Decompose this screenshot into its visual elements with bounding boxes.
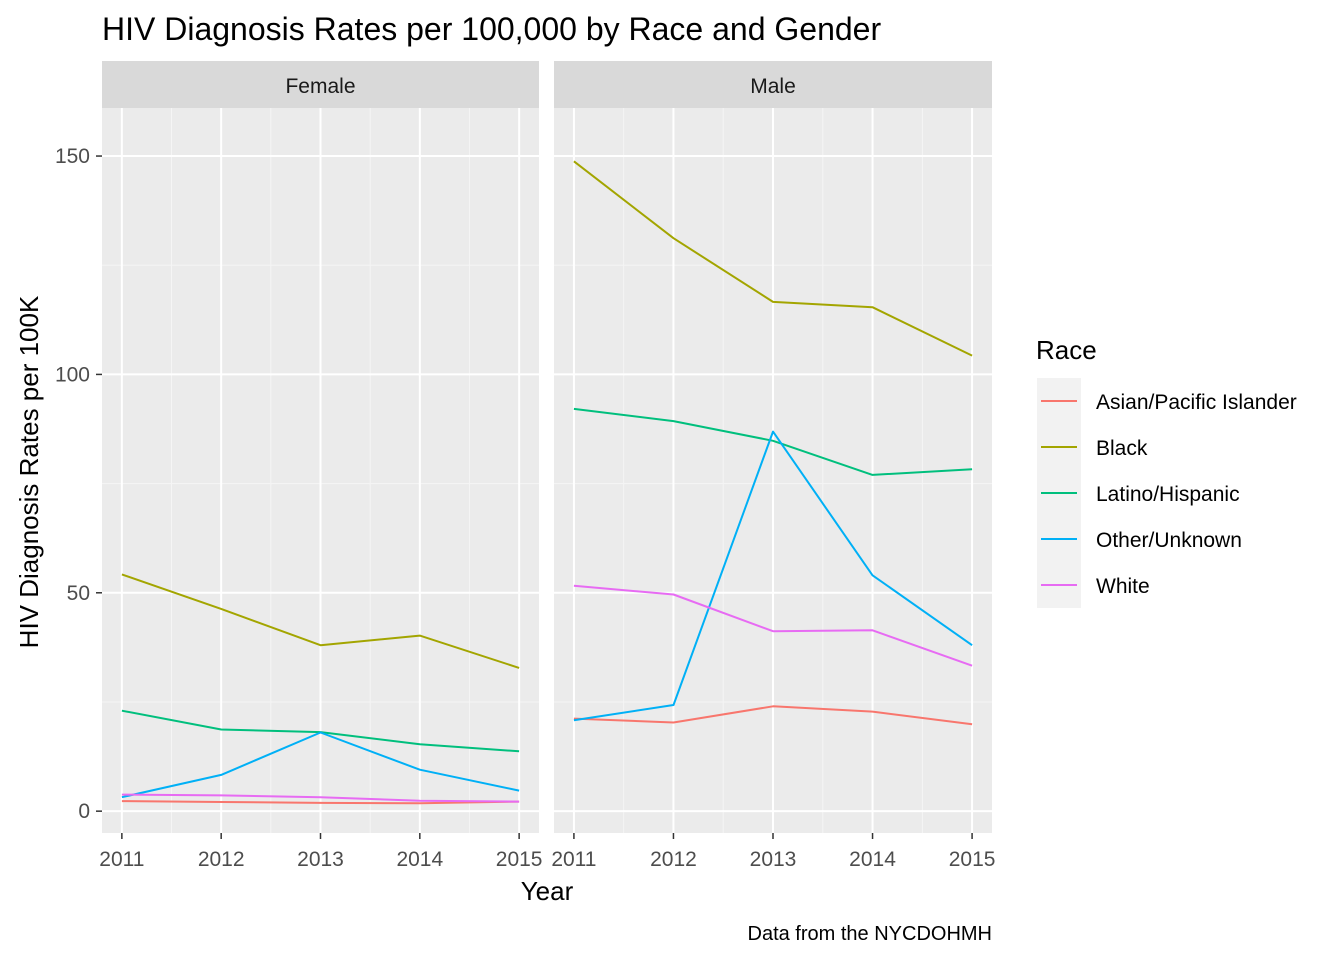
y-tick-label: 100	[55, 363, 90, 386]
legend-label: Asian/Pacific Islander	[1096, 391, 1297, 414]
x-tick-label: 2014	[849, 848, 896, 871]
series-line-asian-pacific-islander	[121, 800, 520, 805]
series-line-white	[573, 584, 973, 667]
series-line-white	[121, 793, 520, 803]
x-tick-label: 2013	[297, 848, 344, 871]
facet-strip-label: Male	[750, 75, 796, 98]
legend-label: Other/Unknown	[1096, 529, 1242, 552]
x-axis-title: Year	[521, 876, 574, 906]
facet-strip-label: Female	[285, 75, 355, 98]
x-tick-label: 2015	[949, 848, 996, 871]
x-tick-label: 2012	[650, 848, 697, 871]
x-tick-label: 2011	[99, 848, 144, 871]
facet-panels: Female 2011 2012 2013 2014 2015 Male 2011 2012 20…	[99, 61, 995, 871]
legend-label: Latino/Hispanic	[1096, 483, 1240, 506]
series-line-black	[121, 573, 520, 669]
series-line-asian-pacific-islander	[573, 705, 973, 726]
x-tick-label: 2011	[551, 848, 596, 871]
legend: Race Asian/Pacific Islander Black Latino/H…	[1036, 335, 1297, 608]
x-tick-label: 2013	[750, 848, 797, 871]
x-tick-label: 2012	[198, 848, 245, 871]
legend-entry: Black	[1037, 424, 1148, 470]
series-line-latino-hispanic	[573, 407, 973, 476]
y-tick-label: 50	[67, 582, 90, 605]
legend-title: Race	[1036, 335, 1097, 365]
x-tick-label: 2014	[396, 848, 443, 871]
legend-label: Black	[1096, 437, 1148, 460]
y-tick-label: 150	[55, 145, 90, 168]
legend-entry: Latino/Hispanic	[1037, 470, 1240, 516]
series-line-black	[573, 160, 973, 357]
legend-label: White	[1096, 575, 1150, 598]
y-axis: 0 50 100 150	[55, 145, 102, 823]
legend-entry: White	[1037, 562, 1150, 608]
chart-title: HIV Diagnosis Rates per 100,000 by Race …	[102, 11, 881, 47]
facet-strip	[102, 61, 539, 108]
chart-caption: Data from the NYCDOHMH	[748, 923, 993, 945]
panel-male: Male 2011 2012 2013 2014 2015	[551, 61, 995, 871]
legend-entry: Other/Unknown	[1037, 516, 1242, 562]
y-tick-label: 0	[78, 800, 90, 823]
legend-entries: Asian/Pacific Islander Black Latino/Hispan…	[1037, 378, 1297, 608]
legend-entry: Asian/Pacific Islander	[1037, 378, 1297, 424]
x-tick-label: 2015	[496, 848, 543, 871]
panel-female: Female 2011 2012 2013 2014 2015	[99, 61, 542, 871]
series-line-other-unknown	[121, 731, 520, 799]
y-axis-title: HIV Diagnosis Rates per 100K	[14, 295, 44, 648]
facet-strip	[554, 61, 992, 108]
series-line-other-unknown	[573, 430, 973, 722]
